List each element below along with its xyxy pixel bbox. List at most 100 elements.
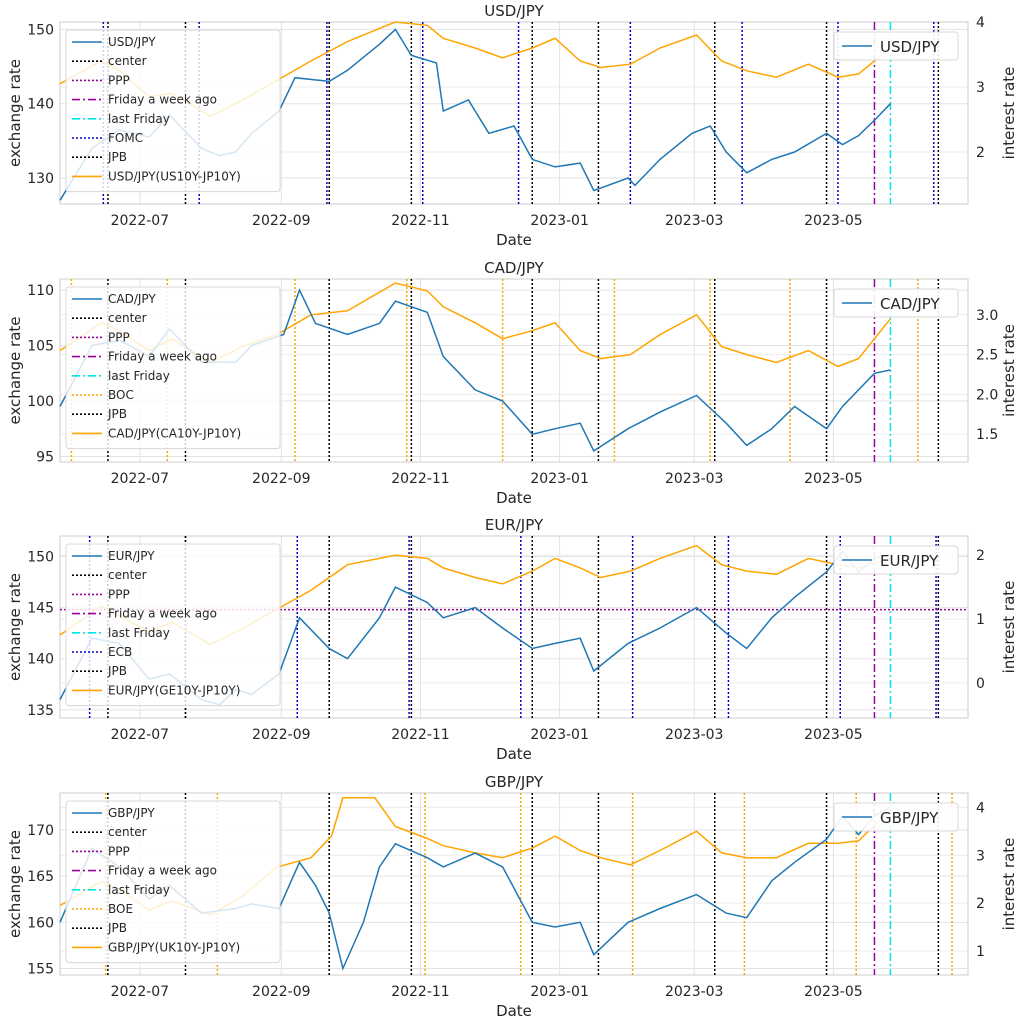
y-tick-label: 150 xyxy=(27,549,54,565)
x-axis-label: Date xyxy=(496,745,532,763)
legend-label: EUR/JPY(GE10Y-JP10Y) xyxy=(108,683,240,697)
legend-box xyxy=(65,800,281,964)
legend-label: BOE xyxy=(108,902,133,916)
y-tick-label: 170 xyxy=(27,823,54,839)
legend-right: USD/JPY xyxy=(833,31,959,61)
y2-tick-label: 1.5 xyxy=(976,427,998,443)
y-tick-label: 130 xyxy=(27,171,54,187)
legend-box xyxy=(65,29,281,193)
y2-tick-label: 3.0 xyxy=(976,308,998,324)
x-tick-label: 2023-03 xyxy=(665,727,724,743)
y-axis-label: exchange rate xyxy=(6,59,24,167)
legend-label: FOMC xyxy=(108,131,143,145)
chart-panel-eur-jpy: EUR/JPY 2022-07 2022-09 2022-11 2023-01 2023-… xyxy=(6,516,1018,763)
x-tick-label: 2023-01 xyxy=(530,727,589,743)
legend-label: USD/JPY(US10Y-JP10Y) xyxy=(108,169,241,183)
x-tick-label: 2023-05 xyxy=(804,984,863,1000)
axes-frame xyxy=(59,535,969,719)
legend-label: Friday a week ago xyxy=(108,607,217,621)
legend-right: CAD/JPY xyxy=(833,288,959,318)
x-axis-label: Date xyxy=(496,231,532,249)
y-tick-label: 100 xyxy=(27,394,54,410)
y-tick-label: 150 xyxy=(27,22,54,38)
x-tick-label: 2022-09 xyxy=(252,213,311,229)
x-tick-label: 2023-05 xyxy=(804,213,863,229)
legend-box xyxy=(65,543,281,707)
chart-title: CAD/JPY xyxy=(484,259,544,277)
y2-tick-label: 3 xyxy=(976,848,985,864)
x-tick-label: 2022-09 xyxy=(252,471,311,487)
legend-label: Friday a week ago xyxy=(108,93,217,107)
legend-label: center xyxy=(108,825,147,839)
legend-right: EUR/JPY xyxy=(833,545,959,575)
legend-left: EUR/JPY center PPP Friday a week ago last Fr… xyxy=(65,543,281,707)
x-tick-label: 2023-05 xyxy=(804,727,863,743)
legend-label: PPP xyxy=(108,73,130,87)
legend-label: PPP xyxy=(108,844,130,858)
x-tick-label: 2023-01 xyxy=(530,213,589,229)
y2-tick-label: 0 xyxy=(976,676,985,692)
y-axis-label: exchange rate xyxy=(6,830,24,938)
y2-tick-label: 2 xyxy=(976,548,985,564)
x-tick-label: 2023-03 xyxy=(665,213,724,229)
axes-frame xyxy=(59,792,969,976)
y-tick-label: 105 xyxy=(27,339,54,355)
legend-box xyxy=(833,802,959,832)
y-tick-label: 160 xyxy=(27,915,54,931)
x-tick-label: 2023-01 xyxy=(530,471,589,487)
legend-label: last Friday xyxy=(108,626,170,640)
y-axis-label: exchange rate xyxy=(6,316,24,424)
legend-label: last Friday xyxy=(108,112,170,126)
legend-label: GBP/JPY xyxy=(108,806,155,820)
legend-label: JPB xyxy=(107,921,127,935)
x-axis-label: Date xyxy=(496,489,532,507)
x-tick-label: 2023-03 xyxy=(665,471,724,487)
y2-axis-label: interest rate xyxy=(1000,324,1018,417)
x-tick-label: 2022-09 xyxy=(252,984,311,1000)
legend-box xyxy=(833,288,959,318)
y-tick-label: 110 xyxy=(27,283,54,299)
chart-title: EUR/JPY xyxy=(485,516,544,534)
y-tick-label: 95 xyxy=(36,449,54,465)
legend-right: GBP/JPY xyxy=(833,802,959,832)
legend-label: EUR/JPY xyxy=(880,552,939,570)
y2-axis-label: interest rate xyxy=(1000,67,1018,160)
legend-label: CAD/JPY xyxy=(880,295,940,313)
y2-tick-label: 1 xyxy=(976,612,985,628)
legend-label: CAD/JPY(CA10Y-JP10Y) xyxy=(108,426,241,440)
legend-label: PPP xyxy=(108,330,130,344)
legend-label: PPP xyxy=(108,587,130,601)
y-tick-label: 135 xyxy=(27,703,54,719)
chart-title: USD/JPY xyxy=(484,2,544,20)
x-tick-label: 2022-11 xyxy=(391,984,450,1000)
x-tick-label: 2023-05 xyxy=(804,471,863,487)
chart-panel-usd-jpy: USD/JPY 2022-07 2022-09 2022-11 2023-01 2023-… xyxy=(6,2,1018,249)
y-tick-label: 140 xyxy=(27,97,54,113)
legend-label: GBP/JPY(UK10Y-JP10Y) xyxy=(108,940,240,954)
x-tick-label: 2022-07 xyxy=(111,213,170,229)
x-axis-label: Date xyxy=(496,1002,532,1020)
x-tick-label: 2022-11 xyxy=(391,471,450,487)
legend-label: Friday a week ago xyxy=(108,864,217,878)
y2-tick-label: 2.0 xyxy=(976,387,998,403)
legend-label: BOC xyxy=(108,388,134,402)
x-tick-label: 2023-03 xyxy=(665,984,724,1000)
y2-tick-label: 4 xyxy=(976,800,985,816)
legend-label: EUR/JPY xyxy=(108,549,155,563)
chart-panel-gbp-jpy: GBP/JPY 2022-07 2022-09 2022-11 2023-01 2023-… xyxy=(6,773,1018,1020)
legend-label: center xyxy=(108,568,147,582)
x-tick-label: 2022-11 xyxy=(391,727,450,743)
y2-tick-label: 3 xyxy=(976,80,985,96)
legend-label: CAD/JPY xyxy=(108,292,156,306)
x-tick-label: 2022-07 xyxy=(111,727,170,743)
chart-title: GBP/JPY xyxy=(485,773,544,791)
legend-label: GBP/JPY xyxy=(880,809,939,827)
legend-label: center xyxy=(108,54,147,68)
legend-label: ECB xyxy=(108,645,132,659)
y-axis-label: exchange rate xyxy=(6,573,24,681)
legend-label: last Friday xyxy=(108,883,170,897)
legend-label: center xyxy=(108,311,147,325)
y2-tick-label: 4 xyxy=(976,15,985,31)
y2-axis-label: interest rate xyxy=(1000,838,1018,931)
